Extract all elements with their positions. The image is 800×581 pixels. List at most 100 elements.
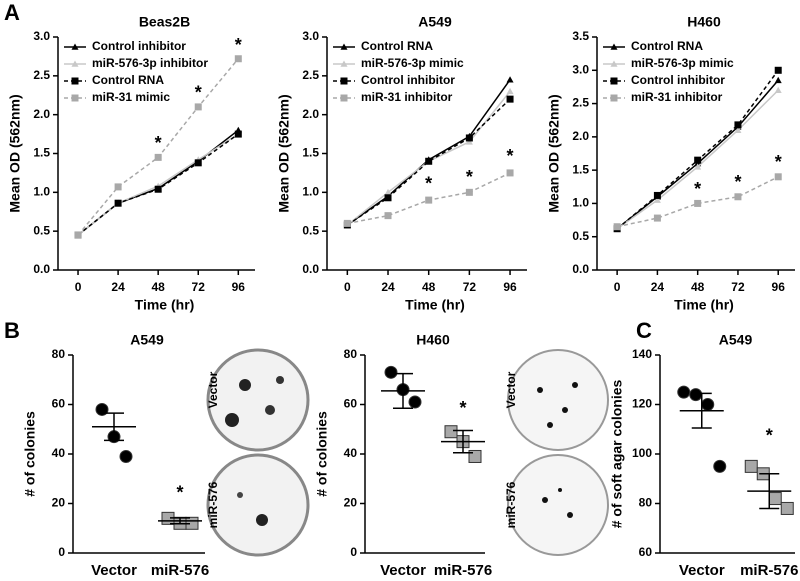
y-tick-label: 0.0 (302, 262, 319, 276)
x-tick-label: Vector (380, 562, 426, 579)
y-tick-label: 0.5 (572, 229, 589, 243)
legend-label: Control RNA (361, 39, 433, 53)
marker (768, 492, 782, 506)
y-tick-label: 1.5 (302, 146, 319, 160)
x-tick-label: 0 (614, 280, 621, 294)
x-tick-label: 72 (192, 280, 206, 294)
chart-title: H460 (687, 14, 721, 30)
colony (562, 407, 568, 413)
marker (465, 134, 473, 142)
legend-marker (340, 77, 348, 85)
colony (225, 413, 239, 427)
legend-marker (610, 43, 618, 50)
annotation: * (766, 425, 773, 445)
marker (653, 214, 661, 222)
marker (119, 449, 133, 463)
marker (734, 121, 742, 129)
error-bar (691, 392, 712, 429)
colony (265, 405, 275, 415)
y-axis-label: Mean OD (562nm) (276, 94, 292, 212)
colony (572, 382, 578, 388)
chart-title: A549 (719, 332, 753, 348)
chart-title: A549 (418, 14, 452, 30)
marker (694, 163, 702, 170)
chart-title: H460 (416, 332, 450, 348)
annotation: * (176, 482, 183, 502)
marker (425, 196, 433, 204)
x-tick-label: 48 (422, 280, 436, 294)
marker (425, 157, 433, 165)
series-line (346, 98, 511, 226)
marker (234, 130, 242, 138)
annotation: * (734, 172, 741, 192)
marker (194, 103, 202, 111)
panel-label: B (4, 318, 20, 343)
dish-label: miR-576 (206, 481, 220, 528)
y-tick-label: 2.0 (33, 107, 50, 121)
y-tick-label: 60 (344, 397, 358, 411)
colony (547, 422, 553, 428)
x-tick-label: 48 (151, 280, 165, 294)
marker (689, 388, 703, 402)
x-axis-label: Time (hr) (405, 297, 465, 313)
marker (744, 459, 758, 473)
legend-label: miR-576-3p mimic (631, 56, 734, 70)
marker (384, 212, 392, 220)
marker (694, 156, 702, 164)
y-tick-label: 0.0 (572, 262, 589, 276)
x-tick-label: 24 (111, 280, 125, 294)
y-tick-label: 80 (344, 347, 358, 361)
error-bar (759, 473, 780, 510)
marker (506, 95, 514, 103)
colony (237, 492, 243, 498)
colony (239, 379, 251, 391)
marker (506, 76, 514, 83)
x-tick-label: 48 (691, 280, 705, 294)
dish (206, 348, 310, 452)
chart-title: Beas2B (139, 14, 190, 30)
annotation: * (235, 35, 242, 55)
y-tick-label: 3.0 (33, 29, 50, 43)
y-tick-label: 2.5 (572, 96, 589, 110)
annotation: * (459, 398, 466, 418)
marker (444, 425, 458, 439)
y-tick-label: 80 (52, 347, 66, 361)
marker (694, 199, 702, 207)
marker (780, 501, 794, 515)
legend-marker (71, 60, 79, 67)
dish (507, 454, 609, 556)
y-tick-label: 100 (632, 446, 652, 460)
marker (653, 196, 661, 203)
marker (774, 66, 782, 74)
legend-marker (340, 94, 348, 102)
x-tick-label: 0 (75, 280, 82, 294)
legend-label: Control inhibitor (361, 73, 455, 87)
x-tick-label: miR-576 (151, 562, 209, 579)
legend-label: miR-576-3p inhibitor (92, 56, 208, 70)
legend-marker (71, 43, 79, 50)
error-bar (104, 412, 124, 442)
legend-label: Control RNA (92, 73, 164, 87)
x-axis-label: Time (hr) (674, 297, 734, 313)
x-tick-label: 0 (344, 280, 351, 294)
legend-label: miR-31 inhibitor (361, 90, 453, 104)
legend-label: Control inhibitor (92, 39, 186, 53)
x-tick-label: 24 (651, 280, 665, 294)
marker (114, 199, 122, 207)
x-tick-label: miR-576 (434, 562, 492, 579)
x-tick-label: Vector (679, 562, 725, 579)
error-bar (170, 517, 190, 525)
dish (507, 349, 609, 451)
legend-marker (610, 60, 618, 67)
x-axis-label: Time (hr) (135, 297, 195, 313)
y-tick-label: 60 (52, 397, 66, 411)
legend-marker (340, 60, 348, 67)
legend-label: miR-576-3p mimic (361, 56, 464, 70)
annotation: * (425, 173, 432, 193)
y-tick-label: 80 (639, 496, 653, 510)
marker (465, 188, 473, 196)
y-axis-label: # of colonies (22, 411, 38, 497)
y-tick-label: 3.5 (572, 29, 589, 43)
y-tick-label: 3.0 (572, 62, 589, 76)
